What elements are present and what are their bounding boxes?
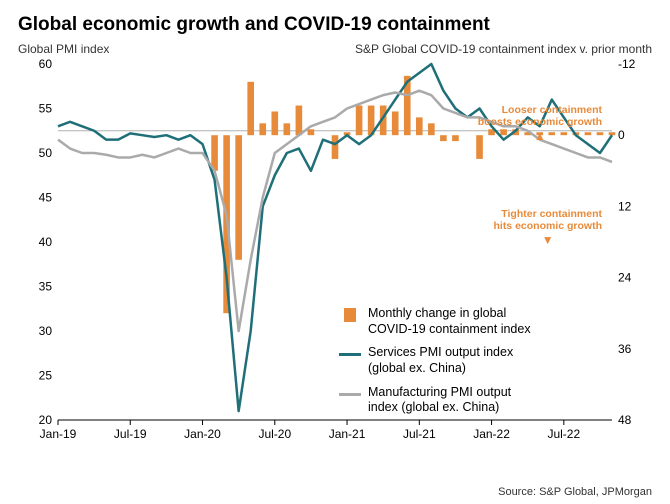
svg-text:35: 35 [39,280,53,294]
annotation-looser: Looser containmentboosts economic growth… [478,104,602,144]
legend-label: Manufacturing PMI outputindex (global ex… [368,385,511,416]
legend-item: Manufacturing PMI outputindex (global ex… [338,385,531,416]
svg-text:25: 25 [39,369,53,383]
svg-text:Jan-21: Jan-21 [329,427,366,441]
legend-label: Monthly change in globalCOVID-19 contain… [368,306,531,337]
svg-text:Jul-20: Jul-20 [258,427,291,441]
annotation-tighter: Tighter containmenthits economic growth▼ [493,208,602,248]
svg-text:Jan-22: Jan-22 [473,427,510,441]
svg-text:55: 55 [39,102,53,116]
svg-text:30: 30 [39,324,53,338]
svg-text:24: 24 [618,271,632,285]
svg-text:-12: -12 [618,58,636,71]
line-swatch-icon [338,347,362,356]
chart-title: Global economic growth and COVID-19 cont… [18,14,652,36]
legend-item: Services PMI output index(global ex. Chi… [338,345,531,376]
svg-text:12: 12 [618,199,632,213]
svg-text:45: 45 [39,191,53,205]
svg-text:Jan-20: Jan-20 [184,427,221,441]
svg-text:36: 36 [618,342,632,356]
left-axis-label: Global PMI index [18,42,109,56]
svg-text:50: 50 [39,146,53,160]
bar-swatch-icon [338,308,362,322]
source-text: Source: S&P Global, JPMorgan [498,486,652,498]
svg-text:Jul-22: Jul-22 [547,427,580,441]
legend-item: Monthly change in globalCOVID-19 contain… [338,306,531,337]
chart-area: 20 25 30 35 40 45 50 55 60 -12 0 12 24 36 48 Jan-19 Jul-… [18,58,652,448]
svg-text:20: 20 [39,413,53,427]
legend-label: Services PMI output index(global ex. Chi… [368,345,513,376]
svg-text:Jan-19: Jan-19 [40,427,77,441]
legend: Monthly change in globalCOVID-19 contain… [338,306,531,424]
line-swatch-icon [338,387,362,396]
svg-text:0: 0 [618,128,625,142]
svg-text:Jul-21: Jul-21 [403,427,436,441]
svg-text:Jul-19: Jul-19 [114,427,147,441]
svg-text:48: 48 [618,413,632,427]
svg-text:60: 60 [39,58,53,71]
right-axis-label: S&P Global COVID-19 containment index v.… [355,42,652,56]
svg-text:40: 40 [39,235,53,249]
